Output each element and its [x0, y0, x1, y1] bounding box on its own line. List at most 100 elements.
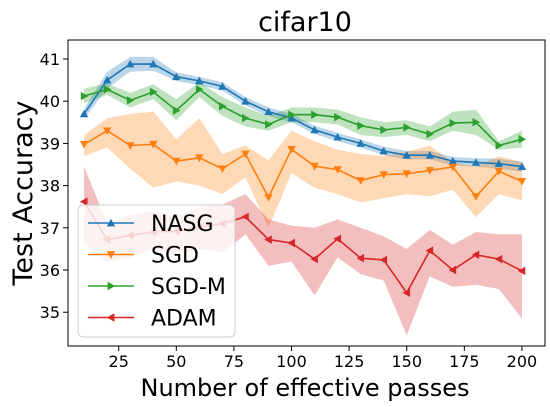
- nasg-point: [402, 151, 411, 159]
- adam-point: [356, 254, 364, 263]
- adam-point: [425, 246, 434, 255]
- x-tick-label: 25: [109, 352, 129, 371]
- sgd-point: [218, 165, 227, 173]
- nasg-point: [241, 97, 250, 105]
- sgd-band: [84, 111, 522, 228]
- sgd-m-point: [288, 110, 296, 119]
- nasg-point: [425, 151, 434, 159]
- sgd-m-point: [80, 91, 89, 101]
- legend: NASG SGD SGD-M ADAM: [77, 204, 236, 338]
- x-tick-label: 125: [334, 352, 365, 371]
- sgd-m-point: [380, 125, 388, 135]
- adam-point: [448, 265, 457, 275]
- sgd-m-point: [495, 141, 504, 150]
- adam-point: [287, 238, 295, 248]
- y-tick-label: 36: [40, 261, 60, 280]
- x-axis-label: Number of effective passes: [141, 374, 470, 402]
- sgd-m-point: [449, 118, 457, 128]
- sgd-point: [103, 127, 112, 135]
- sgd-m-point: [172, 106, 181, 115]
- sgd-m-line: [83, 88, 523, 147]
- nasg-point: [172, 72, 181, 81]
- plot-area-frame: [67, 39, 546, 347]
- nasg-point: [356, 139, 365, 147]
- sgd-point: [356, 177, 365, 185]
- adam-point: [402, 288, 411, 297]
- sgd-m-point: [126, 96, 135, 105]
- nasg-point: [264, 107, 273, 116]
- legend-box: [77, 204, 236, 338]
- series-markers: [79, 59, 527, 297]
- sgd-m-point: [196, 85, 204, 94]
- sgd-point: [333, 166, 342, 174]
- sgd-m-point: [403, 123, 411, 132]
- nasg-point: [517, 162, 527, 170]
- x-tick-label: 175: [449, 352, 480, 371]
- nasg-point: [287, 113, 296, 122]
- nasg-point: [195, 76, 204, 85]
- y-axis-ticks: 35 36 37 38 39 40 41: [40, 50, 68, 322]
- sgd-m-point: [149, 87, 158, 97]
- y-tick-label: 41: [40, 50, 60, 69]
- sgd-point: [241, 150, 250, 159]
- sgd-point: [494, 167, 504, 176]
- sgd-m-point: [242, 113, 250, 123]
- sgd-m-point: [334, 113, 342, 122]
- nasg-point: [448, 156, 457, 165]
- y-tick-label: 35: [40, 303, 60, 322]
- sgd-point: [379, 171, 388, 179]
- nasg-point: [79, 109, 89, 118]
- nasg-point: [310, 125, 319, 134]
- x-tick-label: 50: [166, 352, 186, 371]
- sgd-m-point: [311, 110, 319, 119]
- sgd-m-point: [357, 121, 365, 130]
- sgd-point: [172, 157, 181, 166]
- legend-adam-label: ADAM: [151, 307, 217, 332]
- adam-point: [310, 254, 318, 264]
- x-tick-label: 150: [391, 352, 422, 371]
- nasg-point: [218, 82, 227, 90]
- sgd-point: [149, 140, 158, 149]
- sgd-point: [471, 193, 481, 201]
- y-tick-label: 37: [40, 219, 60, 238]
- nasg-point: [333, 132, 342, 141]
- legend-sgd-label: SGD: [151, 244, 199, 269]
- sgd-m-point: [426, 129, 434, 139]
- x-tick-label: 200: [507, 352, 538, 371]
- nasg-point: [494, 159, 504, 167]
- y-tick-label: 40: [40, 92, 60, 111]
- legend-adam-marker: [106, 313, 115, 322]
- adam-point: [517, 266, 526, 276]
- nasg-band: [84, 56, 522, 172]
- nasg-point: [149, 59, 158, 68]
- sgd-line: [83, 129, 523, 200]
- legend-sgd-m-marker: [107, 281, 116, 291]
- sgd-point: [79, 140, 89, 149]
- adam-point: [241, 212, 249, 221]
- sgd-point: [517, 178, 527, 186]
- nasg-point: [126, 59, 135, 68]
- legend-nasg-marker: [106, 218, 116, 227]
- legend-sgd-m-label: SGD-M: [151, 275, 226, 300]
- legend-sgd-marker: [106, 251, 116, 259]
- nasg-point: [471, 158, 481, 166]
- adam-point: [471, 250, 480, 259]
- adam-point: [333, 234, 341, 243]
- y-tick-label: 38: [40, 177, 60, 196]
- chart-title: cifar10: [258, 7, 352, 38]
- sgd-point: [195, 154, 204, 162]
- nasg-point: [103, 75, 112, 84]
- x-tick-label: 100: [276, 352, 307, 371]
- sgd-m-point: [518, 135, 527, 144]
- sgd-m-point: [103, 85, 112, 94]
- adam-point: [494, 254, 503, 264]
- sgd-point: [310, 162, 319, 171]
- sgd-m-point: [219, 102, 227, 111]
- sgd-point: [287, 146, 296, 154]
- sgd-point: [448, 163, 457, 172]
- sgd-point: [402, 170, 411, 178]
- sgd-m-point: [472, 118, 481, 127]
- nasg-point: [379, 146, 388, 155]
- sgd-point: [425, 167, 434, 175]
